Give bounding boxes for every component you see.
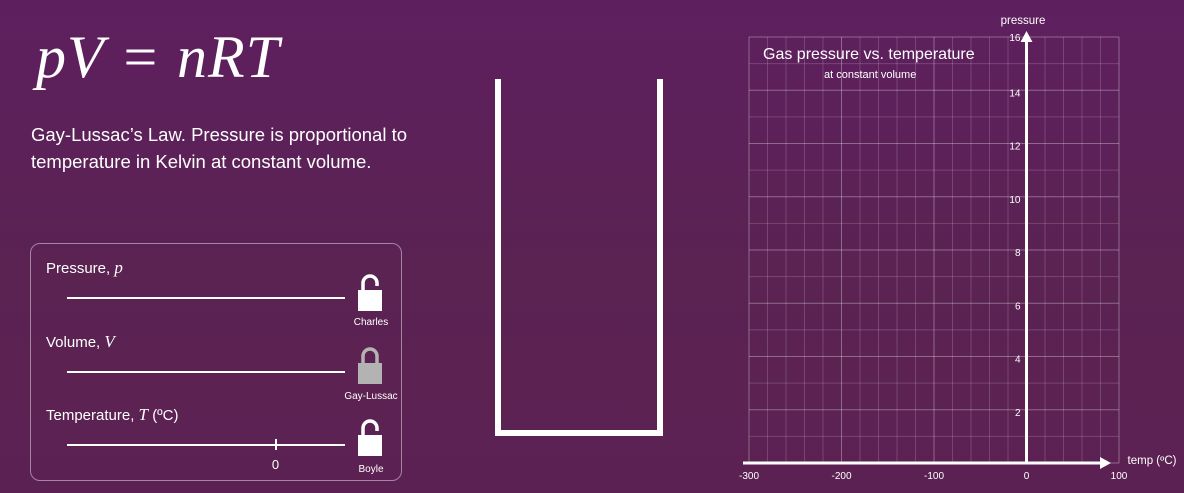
y-tick-labels: 2 4 6 8 10 12 14 16 [1009,33,1021,419]
temperature-label-text: Temperature, [46,407,139,424]
x-tick-label: 0 [1024,471,1030,482]
chart-axes [743,31,1111,469]
y-tick-label: 14 [1009,88,1021,99]
container-walls [495,79,663,436]
boyle-lock-label: Boyle [358,464,384,475]
y-axis-label: pressure [1001,15,1046,27]
temperature-lock-open-icon[interactable] [355,416,385,458]
pressure-lock-open-icon[interactable] [355,271,385,313]
y-tick-label: 8 [1015,248,1021,259]
temperature-symbol: T [138,405,149,424]
y-tick-label: 2 [1015,408,1021,419]
x-tick-label: -300 [739,471,759,482]
pressure-symbol: p [114,258,123,277]
y-axis-arrow [1020,31,1033,42]
pressure-label-text: Pressure, [46,260,115,277]
y-tick-label: 16 [1009,33,1021,44]
ideal-gas-equation: pV = nRT [36,24,281,90]
temperature-value: 0 [271,457,280,472]
chart-subtitle: at constant volume [824,69,916,81]
x-axis-arrow [1100,457,1111,469]
volume-symbol: V [104,332,115,351]
x-tick-labels: -300 -200 -100 0 100 [739,471,1128,482]
gay-lussac-lock-label: Gay-Lussac [344,391,398,402]
volume-lock-closed-icon[interactable] [355,344,385,386]
volume-label-text: Volume, [46,334,105,351]
volume-label: Volume, V [46,332,115,352]
y-tick-label: 6 [1015,301,1021,312]
y-tick-label: 4 [1015,355,1021,366]
gas-container [495,79,663,436]
chart-grid [748,36,1120,464]
law-description: Gay-Lussac’s Law. Pressure is proportion… [31,124,408,172]
y-tick-label: 12 [1009,142,1021,153]
controls-panel: Pressure, p Charles Volume, V Gay-Lussac… [30,243,402,481]
pressure-label: Pressure, p [46,258,123,278]
x-tick-label: -200 [831,471,851,482]
x-tick-label: -100 [924,471,944,482]
x-tick-label: 100 [1111,471,1128,482]
volume-slider[interactable] [67,371,345,373]
pressure-slider[interactable] [67,297,345,299]
temperature-slider-thumb[interactable] [274,439,277,450]
chart-title: Gas pressure vs. temperature [763,46,975,63]
charles-lock-label: Charles [353,317,389,328]
temperature-label: Temperature, T (ºC) [46,405,179,425]
y-tick-label: 10 [1009,195,1021,206]
x-axis-label: temp (ºC) [1128,455,1177,467]
pressure-temperature-chart: -300 -200 -100 0 100 2 4 6 8 10 12 14 16 Gas pressu… [739,15,1177,482]
temperature-slider[interactable] [67,444,345,446]
temperature-unit: (ºC) [152,407,179,424]
